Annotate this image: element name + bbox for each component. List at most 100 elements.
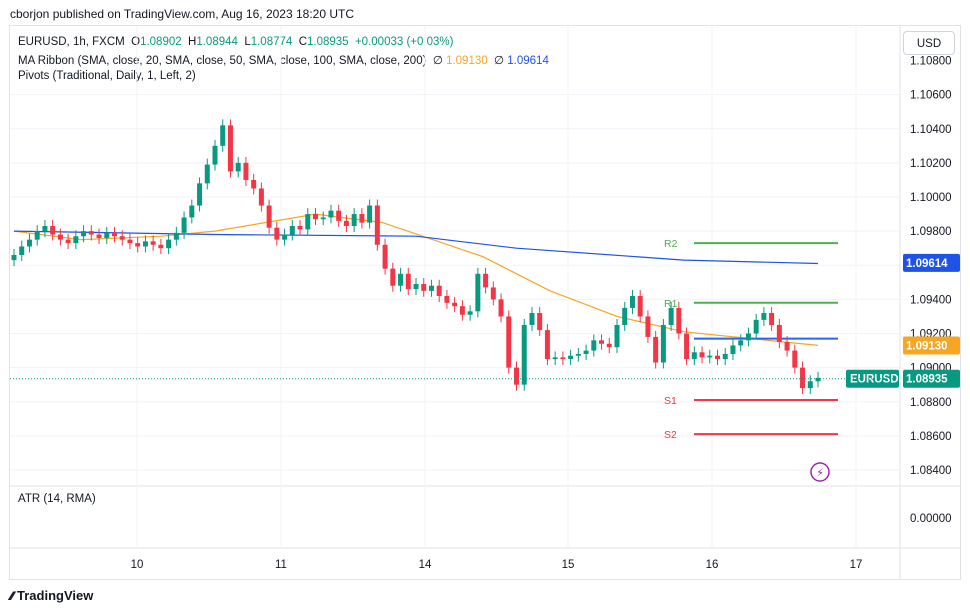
candle-body — [351, 214, 357, 227]
candle-body — [305, 214, 311, 230]
candle-body — [57, 234, 63, 240]
candle-body — [282, 234, 288, 240]
candle-body — [173, 232, 179, 240]
atr-pane: 0.00000 — [910, 513, 952, 525]
candle-body — [637, 295, 643, 317]
candle-body — [606, 343, 612, 348]
candle-body — [676, 307, 682, 334]
price-tick-label: 1.08800 — [910, 397, 952, 409]
atr-label[interactable]: ATR (14, RMA) — [18, 493, 96, 505]
candle-body — [374, 205, 380, 245]
candle-body — [483, 273, 489, 288]
candle-body — [467, 311, 473, 315]
candle-body — [668, 307, 674, 325]
time-axis[interactable]: 10 11 14 15 16 17 — [131, 559, 863, 571]
candle-body — [382, 244, 388, 269]
candle-body — [428, 285, 434, 291]
ma-ribbon-label[interactable]: MA Ribbon (SMA, close, 20, SMA, close, 5… — [18, 55, 427, 67]
time-tick-label: 15 — [562, 559, 575, 571]
candle-body — [614, 324, 620, 348]
price-axis[interactable]: 1.10600 1.10400 1.10200 1.10000 1.09800 1.096… — [846, 56, 960, 478]
open-label: O — [131, 36, 141, 48]
ma-prefix-1: ∅ — [432, 55, 443, 67]
price-tick-label: 1.10400 — [910, 124, 952, 136]
candle-body — [490, 287, 496, 300]
tradingview-brand-text: TradingView — [17, 588, 94, 603]
tradingview-logo[interactable]: ⁄⁄⁄ TradingView — [10, 588, 93, 603]
candle-body — [258, 188, 264, 206]
candle-body — [653, 336, 659, 363]
candle-body — [707, 355, 713, 358]
high-value: 1.08944 — [196, 36, 238, 48]
candle-body — [336, 210, 342, 221]
candle-body — [96, 234, 102, 238]
time-tick-label: 16 — [706, 559, 719, 571]
candle-body — [320, 217, 326, 220]
candle-body — [104, 232, 110, 238]
candle-body — [784, 342, 790, 351]
price-label-box — [903, 253, 960, 272]
candle-body — [251, 179, 257, 189]
price-label-text: 1.09614 — [906, 258, 948, 270]
candle-body — [297, 226, 303, 230]
candle-body — [204, 164, 210, 184]
pivots-label[interactable]: Pivots (Traditional, Daily, 1, Left, 2) — [18, 70, 196, 82]
candle-body — [421, 284, 427, 291]
candle-body — [459, 306, 465, 315]
price-tick-label: 1.10800 — [910, 56, 952, 68]
candle-body — [599, 340, 605, 344]
candle-body — [761, 313, 767, 320]
candle-body — [119, 236, 125, 240]
candle-body — [127, 239, 133, 244]
candle-body — [343, 220, 349, 227]
candle-body — [560, 357, 566, 360]
candle-body — [475, 273, 481, 312]
candle-body — [436, 285, 442, 296]
candle-body — [622, 307, 628, 325]
change-value: +0.00033 (+0.03%) — [354, 36, 454, 48]
currency-button[interactable]: USD — [903, 31, 955, 55]
candle-body — [413, 284, 419, 290]
symbol-line[interactable]: EURUSD, 1h, FXCM — [18, 36, 125, 48]
grid-lines — [10, 26, 960, 579]
ma-slow-value: 1.09614 — [507, 55, 549, 67]
candle-body — [266, 205, 272, 228]
candle-body — [81, 231, 87, 237]
close-label: C — [298, 36, 307, 48]
candle-body — [738, 340, 744, 346]
candle-body — [514, 367, 519, 385]
candlesticks — [11, 119, 821, 395]
candle-body — [135, 243, 141, 247]
candle-body — [645, 316, 651, 337]
candle-body — [289, 226, 295, 235]
price-tick-label: 1.08400 — [910, 465, 952, 477]
candle-body — [591, 340, 597, 351]
price-tick-label: 1.08600 — [910, 431, 952, 443]
candle-body — [19, 246, 25, 256]
candle-body — [243, 162, 249, 180]
candle-body — [552, 357, 558, 360]
candle-body — [34, 231, 40, 240]
candle-body — [730, 345, 736, 354]
price-tick-label: 1.10200 — [910, 158, 952, 170]
candle-body — [745, 333, 751, 341]
candle-body — [359, 214, 365, 223]
candle-body — [498, 299, 504, 317]
candle-body — [197, 183, 203, 206]
candle-body — [158, 244, 164, 249]
candle-body — [227, 125, 233, 172]
pivot-label-r2: R2 — [664, 238, 678, 250]
candle-body — [88, 231, 94, 235]
candle-body — [398, 273, 404, 286]
candle-body — [50, 226, 56, 235]
low-label: L — [244, 36, 251, 48]
ma-slow-line — [13, 230, 819, 265]
price-label-box — [903, 336, 960, 355]
candle-body — [112, 232, 117, 237]
time-tick-label: 17 — [850, 559, 863, 571]
candle-body — [220, 125, 226, 146]
lightning-glyph: ⚡ — [816, 467, 824, 480]
atr-tick-label: 0.00000 — [910, 513, 952, 525]
ma-fast-value: 1.09130 — [446, 55, 488, 67]
